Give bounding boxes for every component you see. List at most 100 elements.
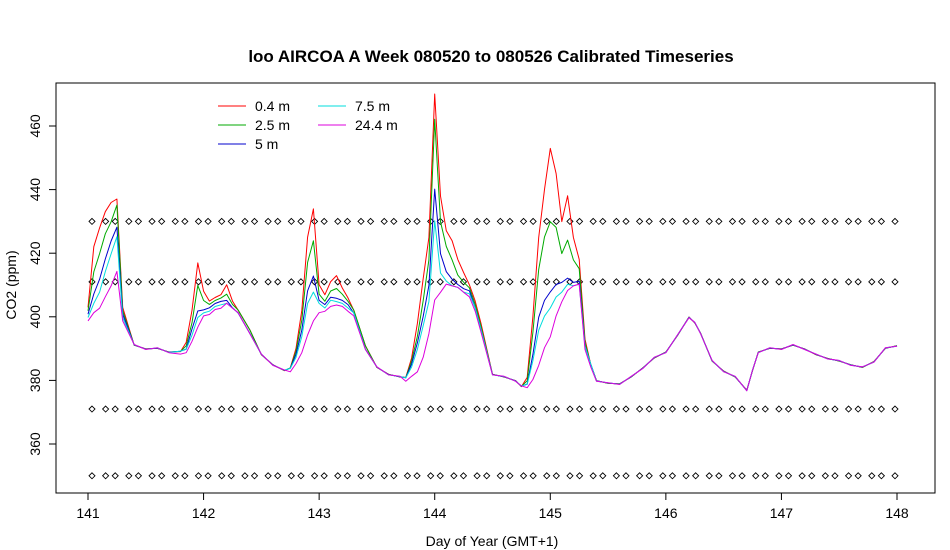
marker-point <box>798 278 806 286</box>
marker-point <box>868 278 876 286</box>
marker-point <box>148 405 156 413</box>
marker-point <box>519 278 528 286</box>
marker-point <box>575 217 584 226</box>
x-tick-label: 145 <box>539 505 563 521</box>
marker-point <box>635 472 644 480</box>
marker-point <box>891 278 899 286</box>
marker-point <box>506 405 514 413</box>
marker-point <box>264 472 272 480</box>
marker-point <box>218 472 226 480</box>
marker-point <box>297 472 305 480</box>
marker-point <box>366 405 375 413</box>
marker-point <box>589 472 597 480</box>
marker-point <box>158 217 166 226</box>
y-tick-label: 360 <box>27 432 43 456</box>
marker-point <box>612 278 621 286</box>
marker-point <box>250 217 259 226</box>
marker-point <box>125 405 133 413</box>
marker-rows <box>88 217 899 480</box>
x-axis-label: Day of Year (GMT+1) <box>426 533 559 549</box>
marker-point <box>798 405 806 413</box>
marker-point <box>821 405 829 413</box>
marker-point <box>403 278 412 286</box>
marker-point <box>450 278 458 286</box>
marker-point <box>519 472 528 480</box>
marker-point <box>715 405 723 413</box>
marker-point <box>158 278 166 286</box>
marker-point <box>343 405 352 413</box>
marker-point <box>668 278 677 286</box>
marker-point <box>134 217 143 226</box>
marker-point <box>877 405 886 413</box>
series-line-2-5-m <box>87 118 898 391</box>
marker-point <box>844 405 853 413</box>
marker-point <box>125 472 133 480</box>
marker-point <box>171 405 179 413</box>
marker-point <box>496 278 504 286</box>
marker-point <box>403 472 412 480</box>
marker-point <box>241 405 249 413</box>
marker-point <box>320 217 328 226</box>
marker-point <box>310 278 319 286</box>
marker-point <box>668 217 677 226</box>
legend: 0.4 m 2.5 m 5 m 7.5 m 24.4 m <box>218 98 398 152</box>
marker-point <box>529 217 537 226</box>
marker-point <box>622 472 630 480</box>
marker-point <box>88 405 96 413</box>
marker-point <box>264 405 272 413</box>
marker-point <box>891 405 899 413</box>
marker-point <box>645 278 653 286</box>
marker-point <box>682 405 690 413</box>
legend-label: 0.4 m <box>255 98 290 114</box>
marker-point <box>659 405 667 413</box>
marker-point <box>450 217 458 226</box>
marker-point <box>227 217 235 226</box>
marker-point <box>738 278 746 286</box>
marker-point <box>575 405 584 413</box>
marker-point <box>390 405 398 413</box>
marker-point <box>171 472 179 480</box>
marker-point <box>692 472 700 480</box>
marker-point <box>287 405 295 413</box>
marker-point <box>668 405 677 413</box>
marker-point <box>752 472 760 480</box>
marker-point <box>705 472 713 480</box>
marker-point <box>752 278 760 286</box>
marker-point <box>134 405 143 413</box>
legend-label: 7.5 m <box>355 98 390 114</box>
marker-point <box>218 405 226 413</box>
marker-point <box>738 217 746 226</box>
x-tick-label: 141 <box>76 505 100 521</box>
marker-point <box>715 217 723 226</box>
marker-point <box>473 405 481 413</box>
marker-point <box>612 405 621 413</box>
marker-point <box>728 405 737 413</box>
marker-point <box>761 405 769 413</box>
marker-point <box>310 472 319 480</box>
marker-point <box>682 217 690 226</box>
marker-point <box>808 472 816 480</box>
marker-point <box>241 278 249 286</box>
marker-point <box>877 217 886 226</box>
marker-point <box>552 405 560 413</box>
plot-frame <box>55 82 936 494</box>
marker-point <box>775 278 783 286</box>
marker-point <box>125 278 133 286</box>
marker-point <box>738 405 746 413</box>
marker-point <box>181 278 189 286</box>
marker-point <box>808 217 816 226</box>
marker-point <box>761 472 769 480</box>
marker-point <box>459 472 468 480</box>
marker-point <box>808 278 816 286</box>
marker-point <box>728 217 737 226</box>
marker-point <box>877 472 886 480</box>
marker-point <box>868 405 876 413</box>
marker-point <box>798 472 806 480</box>
marker-point <box>158 405 166 413</box>
marker-point <box>357 217 365 226</box>
marker-point <box>274 405 282 413</box>
marker-point <box>297 405 305 413</box>
legend-label: 24.4 m <box>355 117 398 133</box>
marker-point <box>181 217 189 226</box>
marker-point <box>357 278 365 286</box>
